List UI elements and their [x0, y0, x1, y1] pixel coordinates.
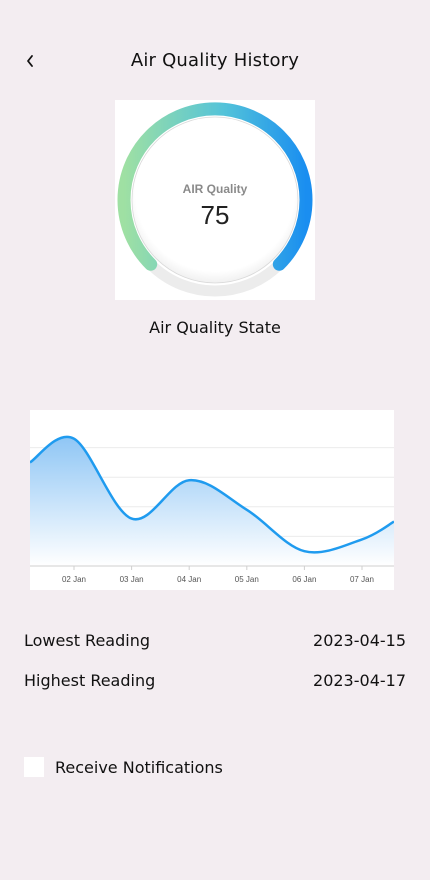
lowest-reading-value: 2023-04-15 — [313, 631, 406, 650]
header: Air Quality History — [0, 44, 430, 80]
air-quality-gauge: AIR Quality 75 — [115, 100, 315, 300]
chart-x-tick-label: 02 Jan — [62, 575, 86, 584]
history-chart: 02 Jan 03 Jan 04 Jan 05 Jan 06 Jan 07 Jan — [30, 410, 394, 590]
highest-reading-row: Highest Reading 2023-04-17 — [24, 671, 406, 695]
chart-data-point — [187, 478, 191, 482]
chart-x-tick-label: 04 Jan — [177, 575, 201, 584]
highest-reading-value: 2023-04-17 — [313, 671, 406, 690]
chart-data-point — [302, 549, 306, 553]
gauge-fill-arc — [117, 102, 313, 271]
chart-area-fill — [30, 436, 394, 566]
chart-data-point — [245, 508, 249, 512]
notifications-checkbox[interactable] — [24, 757, 44, 777]
chart-x-tick-label: 03 Jan — [120, 575, 144, 584]
chart-data-point — [360, 537, 364, 541]
chevron-left-icon — [25, 53, 35, 72]
gauge-state-label: Air Quality State — [149, 318, 281, 337]
highest-reading-label: Highest Reading — [24, 671, 156, 690]
notifications-label: Receive Notifications — [55, 758, 223, 777]
page-title: Air Quality History — [130, 50, 300, 71]
chart-x-tick-label: 05 Jan — [235, 575, 259, 584]
chart-data-point — [130, 517, 134, 521]
back-button[interactable] — [18, 48, 42, 76]
gauge-label: AIR Quality — [182, 182, 248, 196]
gauge-inner-dial — [131, 116, 299, 284]
lowest-reading-row: Lowest Reading 2023-04-15 — [24, 631, 406, 655]
chart-series-line — [30, 435, 394, 554]
chart-x-tick-label: 07 Jan — [350, 575, 374, 584]
chart-data-point — [72, 437, 76, 441]
lowest-reading-label: Lowest Reading — [24, 631, 150, 650]
chart-x-tick-label: 06 Jan — [292, 575, 316, 584]
gauge-value: 75 — [200, 200, 230, 230]
chart-x-ticks: 02 Jan 03 Jan 04 Jan 05 Jan 06 Jan 07 Jan — [62, 566, 374, 584]
